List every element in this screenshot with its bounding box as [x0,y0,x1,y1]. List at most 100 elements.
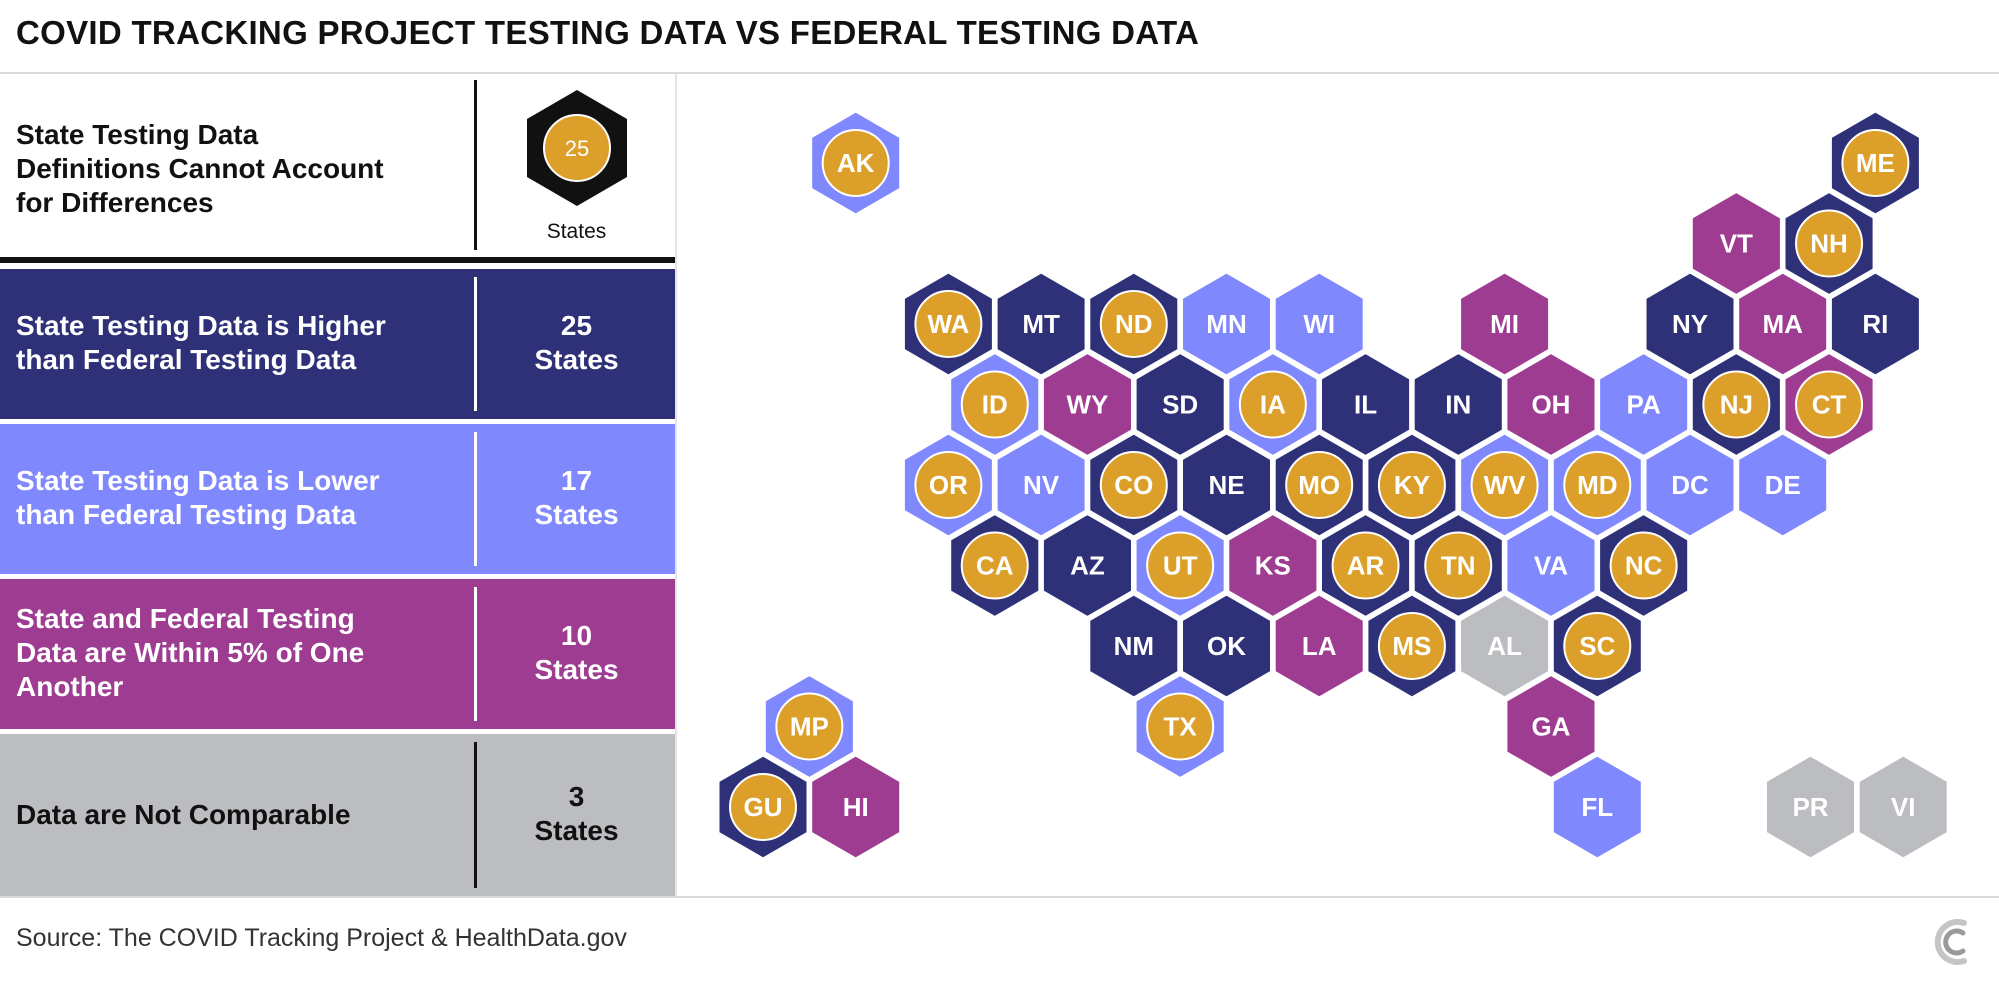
legend-higher-count-unit: States [534,344,619,375]
state-tile-or: OR [901,431,995,539]
legend-not-comparable-label: Data are Not Comparable [16,798,351,832]
state-tile-de: DE [1736,431,1830,539]
state-hex [1180,592,1273,700]
state-label: ME [1856,148,1895,178]
legend-row-not-comparable: Data are Not Comparable 3 States [0,734,676,896]
legend-higher-count: 25 States [477,309,676,377]
state-tile-wa: WA [901,270,995,378]
state-tile-mn: MN [1180,270,1273,378]
definitions-marker [1146,531,1215,600]
definitions-marker [729,773,797,841]
state-tile-ak: AK [809,109,903,217]
state-tile-tn: TN [1411,511,1505,620]
state-label: OK [1207,631,1246,661]
state-hex [1643,431,1737,539]
definitions-hex-badge: 25 [527,90,627,206]
state-tile-ok: OK [1180,592,1273,700]
legend-within-label: State and Federal Testing Data are Withi… [16,602,364,704]
legend-divider [474,80,477,250]
definitions-marker [1146,692,1215,761]
state-tile-wv: WV [1458,431,1552,539]
state-label: ID [982,390,1008,420]
definitions-count: 25 [565,136,589,161]
state-label: NC [1625,551,1663,581]
legend-divider [474,277,477,411]
state-label: DC [1671,470,1709,500]
legend-definitions-label-line: for Differences [16,187,214,218]
state-hex [1411,350,1505,459]
state-tile-vt: VT [1689,189,1783,298]
state-label: MO [1298,470,1340,500]
state-hex [1040,350,1134,459]
state-label: VI [1891,792,1916,822]
state-label: MI [1490,309,1519,339]
legend-within-count-value: 10 [560,620,593,651]
state-tile-dc: DC [1643,431,1737,539]
state-tile-vi: VI [1856,753,1950,861]
state-label: CT [1812,390,1847,420]
definitions-marker [1563,612,1632,680]
state-tile-va: VA [1504,511,1598,620]
state-label: DE [1765,470,1801,500]
state-tile-ut: UT [1133,511,1227,620]
state-label: AZ [1070,551,1105,581]
state-hex [1272,592,1366,700]
definitions-marker [1841,129,1910,197]
legend-within-count: 10 States [477,619,676,687]
state-label: GA [1531,712,1570,742]
legend-thick-rule [0,257,676,263]
state-hex [1736,270,1830,378]
state-hex [1458,270,1552,378]
state-label: LA [1302,631,1337,661]
state-hex [1689,189,1783,298]
legend-within-label-line: Data are Within 5% of One [16,637,365,668]
state-tile-nd: ND [1087,270,1181,378]
state-label: TX [1164,712,1198,742]
state-label: TN [1441,551,1476,581]
state-tile-ar: AR [1319,511,1413,620]
definitions-marker [1795,370,1864,439]
state-label: UT [1163,551,1198,581]
legend-lower-label: State Testing Data is Lower than Federal… [16,464,380,532]
state-hex [1040,511,1134,620]
state-tile-az: AZ [1040,511,1134,620]
state-hex [809,753,903,861]
state-hex [994,270,1088,378]
legend-higher-label: State Testing Data is Higher than Federa… [16,309,386,377]
legend-lower-count: 17 States [477,464,676,532]
state-hex [1764,753,1857,861]
source-note: Source: The COVID Tracking Project & Hea… [16,924,627,952]
state-tile-nm: NM [1087,592,1181,700]
state-tile-nh: NH [1782,189,1876,298]
state-tile-ri: RI [1828,270,1922,378]
legend-lower-count-value: 17 [560,465,593,496]
state-hex [1180,431,1273,539]
definitions-marker [1609,531,1678,600]
state-tile-nj: NJ [1689,350,1783,459]
state-tile-mi: MI [1458,270,1552,378]
state-tile-co: CO [1087,431,1181,539]
legend-higher-count-value: 25 [560,310,593,341]
state-label: RI [1862,309,1888,339]
state-label: PA [1627,390,1661,420]
definitions-marker [1285,451,1354,519]
state-hex [1458,592,1552,700]
state-tile-me: ME [1828,109,1922,217]
state-label: SD [1162,390,1198,420]
state-label: CA [976,551,1014,581]
state-label: SC [1579,631,1615,661]
state-hex [1504,511,1598,620]
state-label: PR [1792,792,1828,822]
state-tile-ga: GA [1504,672,1598,781]
state-tile-sd: SD [1133,350,1227,459]
state-hex [1087,592,1181,700]
state-tile-id: ID [948,350,1042,459]
state-tile-ms: MS [1365,592,1459,700]
chart-title: COVID TRACKING PROJECT TESTING DATA VS F… [16,14,1200,51]
state-tile-tx: TX [1133,672,1227,781]
state-tile-la: LA [1272,592,1366,700]
state-tile-gu: GU [716,753,810,861]
state-tile-ma: MA [1736,270,1830,378]
state-label: MD [1577,470,1617,500]
legend-divider [474,742,477,888]
